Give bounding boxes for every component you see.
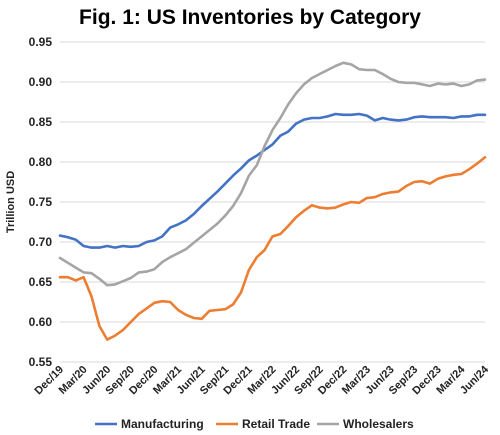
y-tick-label: 0.70 bbox=[29, 235, 53, 249]
series-line-wholesalers bbox=[58, 61, 487, 287]
y-tick-label: 0.80 bbox=[29, 155, 53, 169]
legend-label-retail-trade: Retail Trade bbox=[242, 417, 310, 431]
series-line-retail-trade bbox=[58, 155, 487, 341]
chart-title: Fig. 1: US Inventories by Category bbox=[79, 6, 421, 29]
y-tick-label: 0.90 bbox=[29, 75, 53, 89]
y-tick-label: 0.60 bbox=[29, 315, 53, 329]
legend-label-wholesalers: Wholesalers bbox=[343, 417, 414, 431]
y-tick-label: 0.55 bbox=[29, 355, 53, 369]
legend-label-manufacturing: Manufacturing bbox=[121, 417, 204, 431]
series-line-manufacturing bbox=[58, 112, 487, 249]
y-axis-label: Trillion USD bbox=[5, 171, 17, 233]
y-tick-label: 0.85 bbox=[29, 115, 53, 129]
y-tick-label: 0.95 bbox=[29, 35, 53, 49]
y-tick-label: 0.65 bbox=[29, 275, 53, 289]
y-tick-label: 0.75 bbox=[29, 195, 53, 209]
